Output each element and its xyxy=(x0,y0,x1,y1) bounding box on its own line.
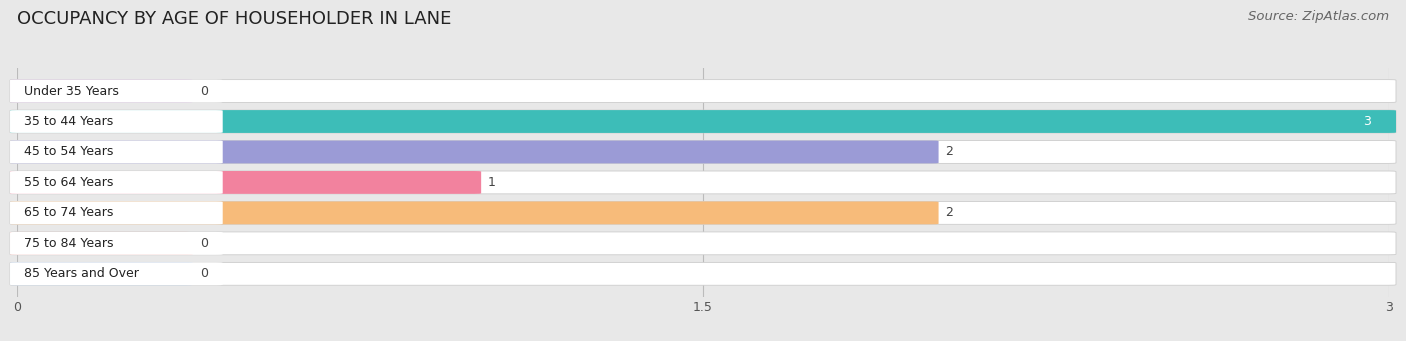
Text: 75 to 84 Years: 75 to 84 Years xyxy=(24,237,114,250)
FancyBboxPatch shape xyxy=(10,140,939,163)
FancyBboxPatch shape xyxy=(10,110,1396,133)
Text: 45 to 54 Years: 45 to 54 Years xyxy=(24,146,112,159)
Text: 0: 0 xyxy=(200,237,208,250)
FancyBboxPatch shape xyxy=(10,79,1396,102)
FancyBboxPatch shape xyxy=(10,202,1396,224)
FancyBboxPatch shape xyxy=(10,232,1396,255)
FancyBboxPatch shape xyxy=(10,171,222,194)
FancyBboxPatch shape xyxy=(10,171,481,194)
Text: 0: 0 xyxy=(200,85,208,98)
Text: OCCUPANCY BY AGE OF HOUSEHOLDER IN LANE: OCCUPANCY BY AGE OF HOUSEHOLDER IN LANE xyxy=(17,10,451,28)
FancyBboxPatch shape xyxy=(10,202,222,224)
Text: 1: 1 xyxy=(488,176,496,189)
Text: Source: ZipAtlas.com: Source: ZipAtlas.com xyxy=(1249,10,1389,23)
FancyBboxPatch shape xyxy=(10,263,193,285)
Text: 0: 0 xyxy=(200,267,208,280)
Text: 3: 3 xyxy=(1362,115,1371,128)
FancyBboxPatch shape xyxy=(10,110,1396,133)
Text: 65 to 74 Years: 65 to 74 Years xyxy=(24,206,112,219)
FancyBboxPatch shape xyxy=(10,202,939,224)
Text: 2: 2 xyxy=(945,206,953,219)
Text: 55 to 64 Years: 55 to 64 Years xyxy=(24,176,112,189)
FancyBboxPatch shape xyxy=(10,232,222,255)
FancyBboxPatch shape xyxy=(10,140,222,163)
FancyBboxPatch shape xyxy=(10,232,193,255)
FancyBboxPatch shape xyxy=(10,263,222,285)
FancyBboxPatch shape xyxy=(10,171,1396,194)
Text: 35 to 44 Years: 35 to 44 Years xyxy=(24,115,112,128)
FancyBboxPatch shape xyxy=(10,79,193,102)
FancyBboxPatch shape xyxy=(10,263,1396,285)
FancyBboxPatch shape xyxy=(10,79,222,102)
Text: 2: 2 xyxy=(945,146,953,159)
Text: Under 35 Years: Under 35 Years xyxy=(24,85,118,98)
FancyBboxPatch shape xyxy=(10,110,222,133)
FancyBboxPatch shape xyxy=(10,140,1396,163)
Text: 85 Years and Over: 85 Years and Over xyxy=(24,267,139,280)
